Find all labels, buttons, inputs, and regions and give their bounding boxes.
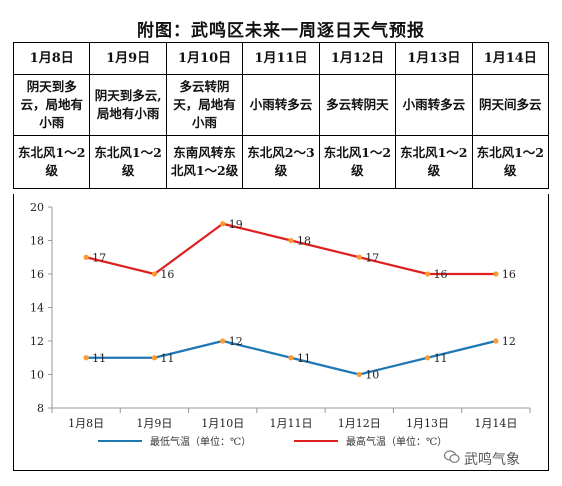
max-temp-data-label: 18 [297,235,311,248]
watermark-text: 武鸣气象 [464,452,520,468]
x-tick-label: 1月9日 [136,417,172,430]
wind-cell: 东北风1～2级 [12,135,91,189]
y-tick-label: 14 [30,302,44,315]
wind-cell: 东北风1～2级 [395,135,473,189]
y-tick-label: 8 [37,402,44,415]
x-tick-label: 1月14日 [474,417,517,430]
min-temp-point [220,338,226,344]
max-temp-point [220,221,226,227]
page-title: 附图：武鸣区未来一周逐日天气预报 [137,21,425,41]
x-tick-label: 1月8日 [68,417,104,430]
wind-cell: 东北风2～3级 [242,135,320,189]
weather-cell: 阴天到多云，局地有小雨 [12,74,91,136]
date-cell: 1月9日 [89,42,167,75]
max-temp-point [83,254,89,260]
max-temp-data-label: 17 [365,251,379,264]
max-temp-line [85,222,496,276]
weather-cell: 阴天到多云,局地有小雨 [89,74,167,136]
max-temp-point [151,271,158,277]
min-temp-point [424,355,431,361]
max-temp-point [424,271,431,277]
wind-cell: 东南风转东北风1～2级 [165,135,244,189]
y-tick-label: 10 [30,369,44,382]
legend-min-label: 最低气温（单位：℃） [150,435,251,448]
forecast-wind-row: 东北风1～2级 东北风1～2级 东南风转东北风1～2级 东北风2～3级 东北风1… [12,135,550,189]
wind-cell: 东北风1～2级 [318,135,397,189]
forecast-date-row: 1月8日 1月9日 1月10日 1月11日 1月12日 1月13日 1月14日 [12,42,550,75]
y-tick-label: 20 [30,201,44,214]
date-cell: 1月8日 [12,42,91,75]
x-tick-label: 1月12日 [338,417,381,430]
min-temp-data-label: 10 [365,369,379,382]
wind-cell: 东北风1～2级 [471,135,550,189]
chart-frame [13,194,549,471]
wind-cell: 东北风1～2级 [89,135,167,189]
max-temp-data-label: 16 [434,268,448,281]
min-temp-data-label: 11 [92,352,106,365]
forecast-weather-row: 阴天到多云，局地有小雨 阴天到多云,局地有小雨 多云转阴天，局地有小雨 小雨转多… [12,74,550,136]
y-tick-label: 16 [30,268,44,281]
min-temp-data-label: 12 [229,335,243,348]
x-tick-label: 1月11日 [270,417,313,430]
max-temp-data-label: 17 [92,251,106,264]
min-temp-point [356,371,362,378]
min-temp-data-label: 11 [160,352,174,365]
max-temp-point [356,254,362,260]
wechat-icon [444,450,460,463]
min-temp-point [288,355,294,361]
max-temp-point [493,271,499,277]
min-temp-point [151,355,158,361]
min-temp-point [493,338,499,344]
max-temp-data-label: 19 [229,218,243,231]
forecast-table: 1月8日 1月9日 1月10日 1月11日 1月12日 1月13日 1月14日 … [12,42,550,189]
date-cell: 1月10日 [165,42,244,75]
date-cell: 1月11日 [242,42,320,75]
y-tick-label: 12 [30,335,44,348]
min-temp-data-label: 12 [502,335,516,348]
min-temp-data-label: 11 [297,352,311,365]
date-cell: 1月14日 [471,42,550,75]
weather-cell: 小雨转多云 [242,74,320,136]
x-tick-label: 1月10日 [201,417,244,430]
max-temp-data-label: 16 [502,268,516,281]
weather-cell: 小雨转多云 [395,74,473,136]
x-tick-label: 1月13日 [406,417,449,430]
weather-cell: 阴天间多云 [471,74,550,136]
max-temp-data-label: 16 [160,268,174,281]
legend-max-label: 最高气温（单位：℃） [346,435,447,448]
min-temp-point [83,355,89,361]
min-temp-data-label: 11 [434,352,448,365]
y-tick-label: 18 [30,235,44,248]
max-temp-point [288,237,294,244]
